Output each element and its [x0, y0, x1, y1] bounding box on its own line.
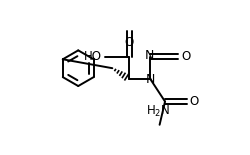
- Text: HO: HO: [84, 50, 102, 63]
- Text: N: N: [144, 49, 154, 62]
- Text: O: O: [124, 36, 134, 49]
- Text: H$_2$N: H$_2$N: [146, 104, 170, 119]
- Text: O: O: [180, 50, 190, 63]
- Text: N: N: [145, 73, 154, 86]
- Text: O: O: [189, 95, 198, 108]
